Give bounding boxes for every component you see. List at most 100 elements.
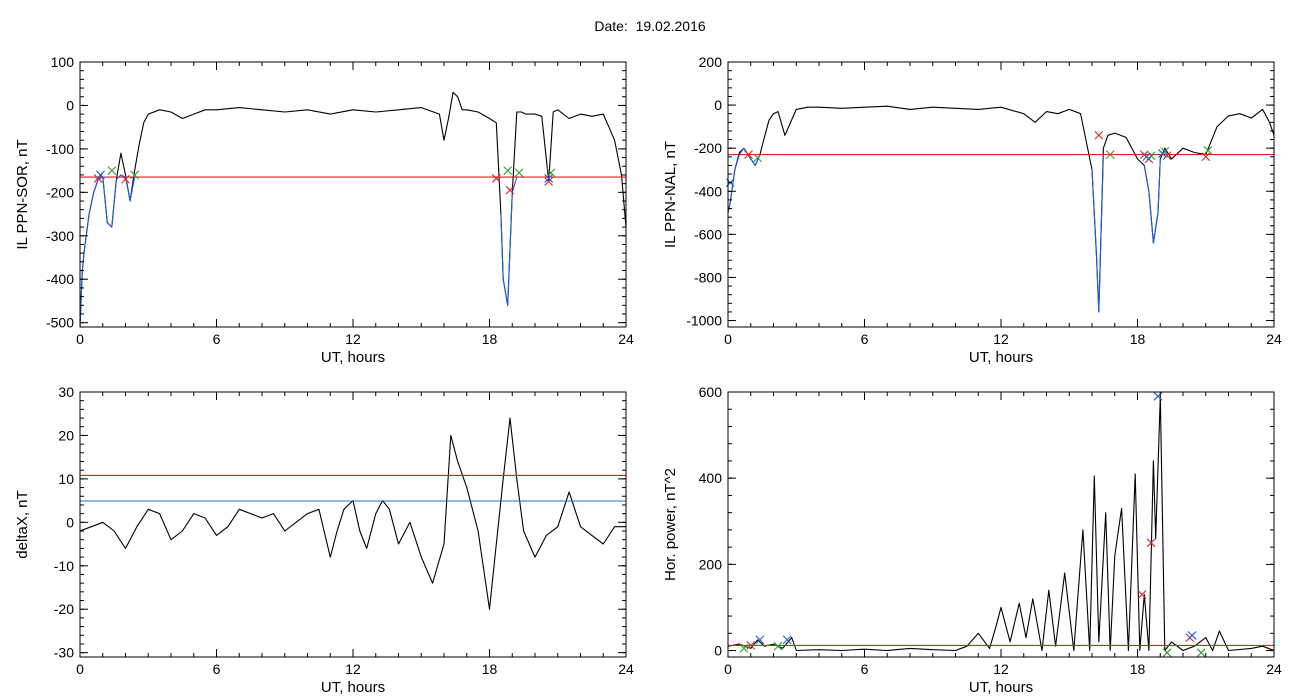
series-line-4 — [1143, 158, 1161, 244]
plot-area — [80, 417, 626, 610]
x-tick-label: 24 — [618, 661, 634, 677]
x-tick-label: 6 — [861, 331, 869, 347]
y-tick-label: -1000 — [686, 313, 722, 329]
y-tick-label: 10 — [58, 471, 74, 487]
cross-marker — [503, 166, 513, 175]
cross-marker — [753, 153, 762, 163]
y-tick-label: 0 — [714, 97, 722, 113]
plot-frame — [727, 391, 1275, 658]
y-tick-label: 20 — [58, 427, 74, 443]
cross-marker — [746, 640, 756, 650]
cross-marker — [505, 185, 515, 195]
x-axis-label: UT, hours — [321, 679, 385, 696]
figure-title: Date: 19.02.2016 — [594, 18, 706, 34]
cross-marker — [1162, 648, 1172, 658]
y-tick-label: -20 — [54, 601, 74, 617]
x-tick-label: 12 — [345, 331, 361, 347]
x-tick-label: 18 — [1130, 331, 1146, 347]
cross-marker — [1158, 149, 1167, 158]
cross-marker — [1146, 538, 1156, 548]
x-tick-label: 18 — [482, 331, 498, 347]
y-axis-label: IL PPN-SOR, nT — [14, 139, 31, 249]
cross-marker — [1203, 145, 1213, 155]
x-tick-label: 24 — [1266, 331, 1282, 347]
y-tick-label: 400 — [699, 470, 723, 486]
series-line-0 — [728, 395, 1274, 652]
cross-marker — [1137, 590, 1147, 599]
y-tick-label: 0 — [66, 514, 74, 530]
y-tick-label: -30 — [54, 645, 74, 661]
y-tick-label: -400 — [694, 183, 722, 199]
y-axis-label: Hor. power, nT^2 — [662, 468, 679, 581]
cross-marker — [1142, 152, 1151, 162]
y-tick-label: -300 — [46, 228, 74, 244]
plot-frame — [79, 61, 627, 328]
cross-marker — [782, 635, 792, 645]
x-tick-label: 6 — [213, 661, 221, 677]
y-tick-label: 100 — [51, 54, 75, 70]
x-tick-label: 6 — [861, 661, 869, 677]
cross-marker — [755, 635, 765, 645]
x-axis-label: UT, hours — [969, 349, 1033, 366]
cross-marker — [1094, 130, 1104, 140]
x-tick-label: 12 — [345, 661, 361, 677]
x-tick-label: 24 — [618, 331, 634, 347]
x-tick-label: 12 — [993, 331, 1009, 347]
series-line-0 — [80, 91, 626, 327]
y-tick-label: -100 — [46, 141, 74, 157]
cross-marker — [544, 177, 554, 186]
y-axis-label: IL PPN-NAL, nT — [662, 141, 679, 248]
cross-marker — [107, 166, 117, 175]
cross-marker — [773, 641, 783, 651]
y-tick-label: -500 — [46, 315, 74, 331]
y-tick-label: -600 — [694, 226, 722, 242]
chart-panel-deltax: 0 6 12 18 24 -30 -20 -10 0 10 20 30 UT, hours deltaX,… — [14, 384, 634, 696]
series-line-0 — [80, 417, 626, 610]
plot-area — [728, 105, 1274, 313]
x-axis-label: UT, hours — [321, 349, 385, 366]
series-line-2 — [80, 174, 136, 327]
y-axis-label: deltaX, nT — [14, 490, 31, 558]
y-tick-label: 0 — [66, 97, 74, 113]
y-tick-label: 200 — [699, 556, 723, 572]
chart-panel-ppn-sor: 0 6 12 18 24 -500 -400 -300 -200 -100 0 100 UT, hour… — [14, 54, 634, 366]
chart-panel-ppn-nal: 0 6 12 18 24 -1000 -800 -600 -400 -200 0 200 UT, hou… — [662, 54, 1282, 366]
series-line-0 — [728, 105, 1274, 313]
cross-marker — [546, 168, 556, 178]
series-line-3 — [500, 176, 518, 306]
x-tick-label: 12 — [993, 661, 1009, 677]
cross-marker — [739, 643, 749, 653]
cross-marker — [1187, 631, 1197, 640]
cross-marker — [96, 170, 105, 180]
cross-marker — [744, 150, 753, 160]
y-tick-label: 0 — [714, 643, 722, 659]
x-axis-label: UT, hours — [969, 679, 1033, 696]
cross-marker — [491, 174, 501, 183]
cross-marker — [1196, 648, 1206, 658]
x-tick-label: 18 — [482, 661, 498, 677]
y-tick-label: -200 — [694, 140, 722, 156]
y-tick-label: -800 — [694, 269, 722, 285]
cross-marker — [1201, 152, 1211, 162]
y-tick-label: -200 — [46, 184, 74, 200]
x-tick-label: 24 — [1266, 661, 1282, 677]
x-tick-label: 18 — [1130, 661, 1146, 677]
x-tick-label: 0 — [724, 661, 732, 677]
cross-marker — [130, 170, 139, 180]
y-tick-label: -10 — [54, 558, 74, 574]
x-tick-label: 0 — [76, 661, 84, 677]
x-tick-label: 6 — [213, 331, 221, 347]
cross-marker — [121, 174, 130, 184]
cross-marker — [1105, 150, 1115, 160]
series-line-3 — [1091, 154, 1104, 313]
cross-marker — [514, 168, 524, 178]
y-tick-label: 30 — [58, 384, 74, 400]
cross-marker — [1162, 151, 1172, 161]
series-line-2 — [728, 147, 761, 213]
x-tick-label: 0 — [724, 331, 732, 347]
plot-area — [728, 395, 1274, 652]
y-tick-label: 600 — [699, 384, 723, 400]
plot-frame — [727, 61, 1275, 328]
y-tick-label: 200 — [699, 54, 723, 70]
cross-marker — [544, 174, 554, 183]
